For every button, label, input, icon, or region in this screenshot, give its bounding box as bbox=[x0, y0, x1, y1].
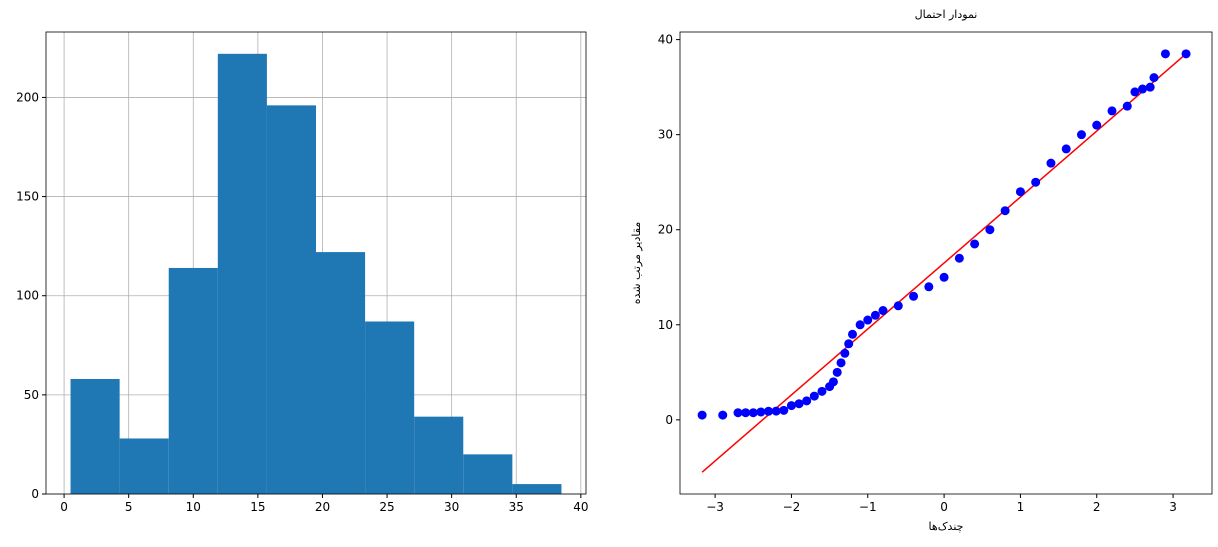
point bbox=[1122, 101, 1132, 111]
x-tick-label: −3 bbox=[706, 500, 724, 514]
bar bbox=[512, 484, 562, 494]
x-tick-label: 1 bbox=[1017, 500, 1025, 514]
y-axis-label: مقادیر مرتب شده bbox=[630, 222, 643, 305]
point bbox=[1015, 187, 1025, 197]
point bbox=[718, 410, 728, 420]
bar bbox=[119, 438, 169, 494]
point bbox=[733, 408, 743, 418]
point bbox=[748, 408, 758, 418]
point bbox=[832, 367, 842, 377]
bar bbox=[217, 53, 267, 494]
point bbox=[1092, 120, 1102, 130]
point bbox=[924, 282, 934, 292]
point bbox=[1130, 87, 1140, 97]
y-tick-label: 10 bbox=[658, 318, 673, 332]
point bbox=[847, 329, 857, 339]
point bbox=[809, 391, 819, 401]
point bbox=[697, 410, 707, 420]
point bbox=[1160, 49, 1170, 59]
point bbox=[1061, 144, 1071, 154]
x-tick-label: 40 bbox=[573, 500, 588, 514]
x-tick-label: 30 bbox=[444, 500, 459, 514]
point bbox=[1076, 130, 1086, 140]
x-tick-label: 10 bbox=[186, 500, 201, 514]
y-tick-label: 40 bbox=[658, 33, 673, 47]
point bbox=[786, 401, 796, 411]
x-tick-label: 0 bbox=[940, 500, 948, 514]
point bbox=[1031, 177, 1041, 187]
y-tick-label: 100 bbox=[16, 289, 39, 303]
point bbox=[844, 339, 854, 349]
bar bbox=[168, 267, 218, 494]
fit-line bbox=[701, 53, 1187, 473]
x-tick-label: 15 bbox=[250, 500, 265, 514]
point bbox=[756, 407, 766, 417]
point bbox=[1107, 106, 1117, 116]
x-tick-label: 5 bbox=[125, 500, 133, 514]
point bbox=[863, 315, 873, 325]
point bbox=[771, 406, 781, 416]
x-tick-label: 3 bbox=[1169, 500, 1177, 514]
point bbox=[855, 320, 865, 330]
x-tick-label: −1 bbox=[859, 500, 877, 514]
x-tick-label: 2 bbox=[1093, 500, 1101, 514]
point bbox=[985, 225, 995, 235]
point bbox=[954, 253, 964, 263]
y-tick-label: 0 bbox=[665, 413, 673, 427]
x-tick-label: 0 bbox=[60, 500, 68, 514]
y-tick-label: 30 bbox=[658, 128, 673, 142]
point bbox=[817, 386, 827, 396]
bar bbox=[266, 105, 316, 494]
axes-frame bbox=[45, 31, 587, 495]
bar bbox=[414, 416, 464, 494]
point bbox=[893, 301, 903, 311]
point bbox=[764, 406, 774, 416]
point bbox=[1138, 84, 1148, 94]
point bbox=[828, 377, 838, 387]
point bbox=[1000, 206, 1010, 216]
bar bbox=[365, 321, 415, 494]
point bbox=[939, 272, 949, 282]
x-tick-label: 35 bbox=[509, 500, 524, 514]
y-tick-label: 200 bbox=[16, 90, 39, 104]
point bbox=[970, 239, 980, 249]
bar bbox=[70, 378, 120, 494]
point bbox=[836, 358, 846, 368]
x-tick-label: −2 bbox=[783, 500, 801, 514]
point bbox=[1149, 73, 1159, 83]
point bbox=[870, 310, 880, 320]
y-tick-label: 150 bbox=[16, 190, 39, 204]
bar bbox=[463, 454, 513, 494]
point bbox=[1145, 82, 1155, 92]
x-tick-label: 20 bbox=[315, 500, 330, 514]
point bbox=[779, 405, 789, 415]
axes-frame bbox=[679, 31, 1213, 495]
chart-title: نمودار احتمال bbox=[915, 8, 978, 21]
y-tick-label: 0 bbox=[31, 487, 39, 501]
point bbox=[878, 306, 888, 316]
x-axis-label: چندک‌ها bbox=[929, 520, 964, 533]
bar bbox=[316, 252, 366, 494]
x-tick-label: 25 bbox=[379, 500, 394, 514]
point bbox=[1046, 158, 1056, 168]
point bbox=[794, 399, 804, 409]
point bbox=[802, 396, 812, 406]
point bbox=[909, 291, 919, 301]
point bbox=[840, 348, 850, 358]
y-tick-label: 50 bbox=[24, 388, 39, 402]
point bbox=[741, 408, 751, 418]
point bbox=[1181, 49, 1191, 59]
y-tick-label: 20 bbox=[658, 223, 673, 237]
